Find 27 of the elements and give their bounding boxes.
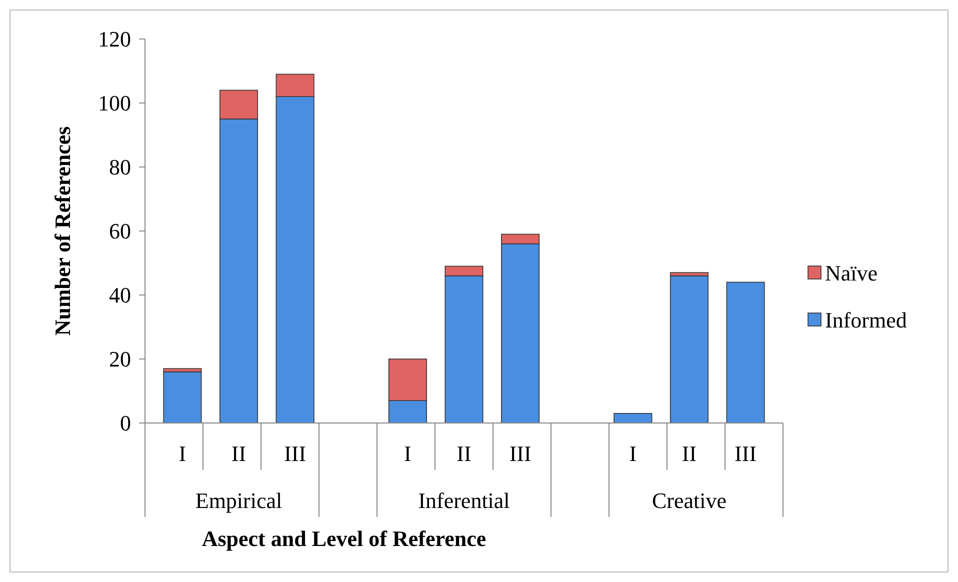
y-tick-label: 60 bbox=[109, 218, 131, 244]
y-tick-label: 20 bbox=[109, 346, 131, 372]
bar bbox=[670, 275, 709, 424]
x-tick-label: III bbox=[284, 441, 306, 466]
x-tick-label: II bbox=[231, 441, 246, 466]
y-tick-label: 100 bbox=[98, 90, 131, 116]
bar bbox=[163, 371, 202, 424]
y-axis-title: Number of References bbox=[50, 126, 75, 336]
text: Creative bbox=[652, 488, 727, 513]
y-tick-label: 0 bbox=[120, 410, 131, 436]
y-tick-label: 40 bbox=[109, 282, 131, 308]
x-tick-label: II bbox=[682, 441, 697, 466]
text: Inferential bbox=[418, 488, 510, 513]
x-tick-label: I bbox=[404, 441, 412, 466]
legend-label: Informed bbox=[825, 308, 907, 333]
bar bbox=[726, 282, 765, 424]
y-tick-label: 80 bbox=[109, 154, 131, 180]
bar bbox=[614, 413, 652, 424]
text: Empirical bbox=[195, 488, 282, 513]
x-tick-label: III bbox=[509, 441, 532, 466]
x-axis-title: Aspect and Level of Reference bbox=[202, 526, 486, 551]
x-tick-label: I bbox=[178, 441, 186, 466]
x-tick-label: I bbox=[629, 441, 637, 466]
x-tick-label: III bbox=[734, 441, 757, 466]
legend-label: Naïve bbox=[825, 260, 878, 286]
y-tick-label: 120 bbox=[98, 26, 131, 52]
x-tick-label: II bbox=[456, 441, 472, 466]
